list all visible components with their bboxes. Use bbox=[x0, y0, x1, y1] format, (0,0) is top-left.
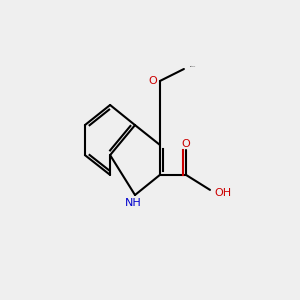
Text: methoxy: methoxy bbox=[190, 65, 196, 67]
Text: OH: OH bbox=[214, 188, 232, 199]
Text: NH: NH bbox=[125, 197, 142, 208]
Text: O: O bbox=[182, 139, 190, 149]
Text: O: O bbox=[148, 76, 157, 86]
